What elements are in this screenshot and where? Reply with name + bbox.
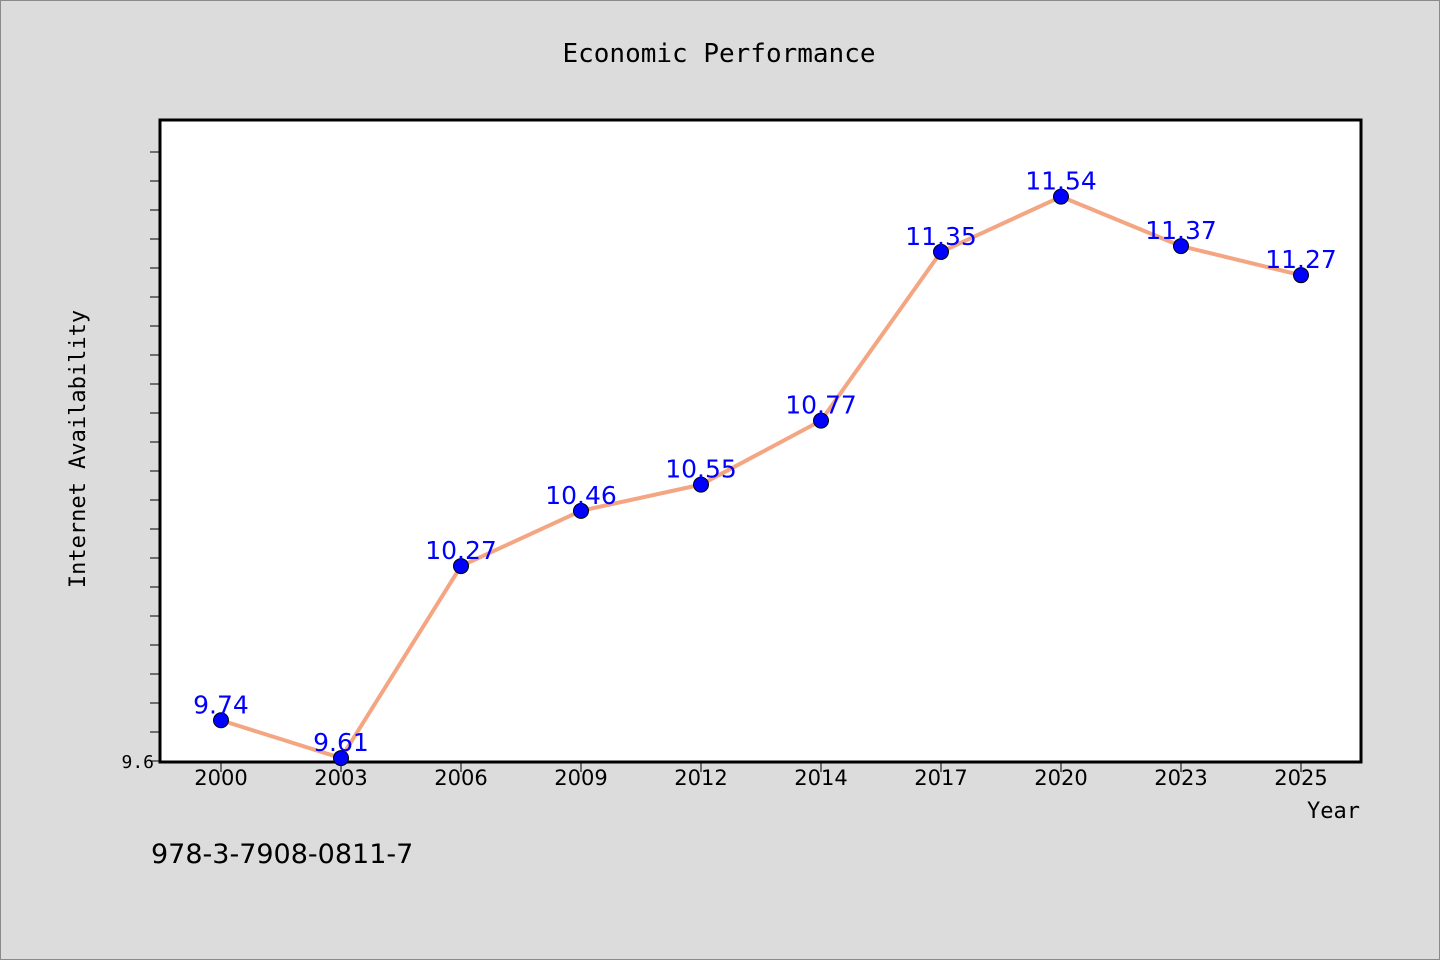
data-label: 10.46 <box>545 481 617 510</box>
plot-area <box>158 118 1363 764</box>
data-labels: 9.74 9.61 10.27 10.46 10.55 10.77 11.35 11.54 11… <box>193 167 1337 757</box>
y-axis-ticks: 9.6 <box>121 151 160 773</box>
series-line-segment <box>939 194 1063 254</box>
x-tick-label: 2014 <box>794 766 847 790</box>
data-point <box>573 502 589 519</box>
data-point <box>813 412 829 429</box>
data-label: 10.77 <box>785 391 857 420</box>
data-label: 11.54 <box>1025 167 1097 196</box>
data-label: 9.74 <box>193 690 249 719</box>
series-line-segment <box>579 482 703 513</box>
series-line-segment <box>1059 194 1183 249</box>
data-label: 11.35 <box>905 222 977 251</box>
series-line-segment <box>219 718 343 761</box>
data-point <box>1173 238 1189 255</box>
data-point <box>1053 188 1069 205</box>
y-tick-label: 9.6 <box>121 752 154 773</box>
x-tick-label: 2003 <box>314 766 367 790</box>
x-tick-label: 2025 <box>1274 766 1327 790</box>
y-axis-label: Internet Availability <box>66 310 91 588</box>
chart-title: Economic Performance <box>562 39 875 69</box>
series-line-segment <box>699 418 823 487</box>
data-label: 9.61 <box>313 728 369 757</box>
series-line-segment <box>819 249 943 423</box>
data-label: 11.27 <box>1265 245 1337 274</box>
x-axis-label: Year <box>1307 799 1360 824</box>
data-label: 11.37 <box>1145 216 1217 245</box>
data-point <box>213 712 229 729</box>
data-label: 10.55 <box>665 455 737 484</box>
series-line-segment <box>459 508 583 569</box>
footer-code: 978-3-7908-0811-7 <box>151 839 413 870</box>
x-tick-label: 2000 <box>194 766 247 790</box>
data-point <box>693 476 709 493</box>
data-point <box>453 558 469 575</box>
series-line-segment <box>339 564 463 761</box>
x-tick-label: 2009 <box>554 766 607 790</box>
series-lines <box>219 194 1303 761</box>
data-point <box>933 243 949 260</box>
data-point <box>1293 267 1309 284</box>
data-point <box>333 750 349 767</box>
series-line-segment <box>1179 244 1303 278</box>
data-markers <box>213 188 1309 767</box>
x-tick-label: 2023 <box>1154 766 1207 790</box>
data-label: 10.27 <box>425 536 497 565</box>
x-tick-label: 2012 <box>674 766 727 790</box>
x-tick-label: 2006 <box>434 766 487 790</box>
x-axis-ticks: 2000 2003 2006 2009 2012 2014 2017 2020 2023 2025 <box>194 762 1328 790</box>
x-tick-label: 2020 <box>1034 766 1087 790</box>
x-tick-label: 2017 <box>914 766 967 790</box>
